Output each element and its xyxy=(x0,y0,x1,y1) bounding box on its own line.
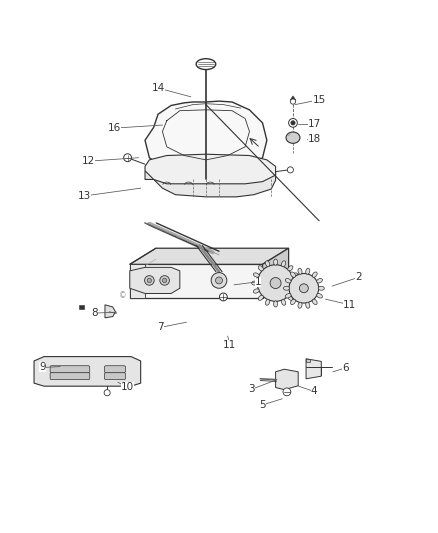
Ellipse shape xyxy=(282,300,286,305)
Circle shape xyxy=(162,278,167,282)
Circle shape xyxy=(291,120,295,125)
Text: 5: 5 xyxy=(259,400,266,410)
Text: 12: 12 xyxy=(82,156,95,166)
Ellipse shape xyxy=(285,294,291,298)
Polygon shape xyxy=(262,248,289,298)
Ellipse shape xyxy=(288,266,293,271)
Polygon shape xyxy=(145,162,276,197)
Ellipse shape xyxy=(312,299,317,304)
Ellipse shape xyxy=(265,261,270,266)
Ellipse shape xyxy=(274,301,278,307)
Ellipse shape xyxy=(317,294,322,298)
Text: 4: 4 xyxy=(311,386,317,397)
Circle shape xyxy=(289,273,319,303)
Polygon shape xyxy=(306,359,311,362)
Ellipse shape xyxy=(265,300,270,305)
Polygon shape xyxy=(290,96,296,100)
Ellipse shape xyxy=(292,289,298,293)
Text: 3: 3 xyxy=(248,384,255,394)
Circle shape xyxy=(289,118,297,127)
Circle shape xyxy=(211,272,227,288)
Ellipse shape xyxy=(286,132,300,143)
Ellipse shape xyxy=(290,299,296,304)
Circle shape xyxy=(215,277,223,284)
Ellipse shape xyxy=(306,268,310,274)
Ellipse shape xyxy=(318,286,324,290)
Circle shape xyxy=(300,284,308,293)
Circle shape xyxy=(257,265,294,301)
Circle shape xyxy=(270,278,281,288)
FancyBboxPatch shape xyxy=(105,373,125,379)
Ellipse shape xyxy=(298,268,302,274)
Ellipse shape xyxy=(274,259,278,265)
FancyBboxPatch shape xyxy=(50,366,90,373)
Polygon shape xyxy=(306,359,321,379)
Circle shape xyxy=(145,276,154,285)
Text: 9: 9 xyxy=(39,362,46,373)
Circle shape xyxy=(104,390,110,396)
Circle shape xyxy=(287,167,293,173)
Ellipse shape xyxy=(252,281,258,285)
Ellipse shape xyxy=(293,281,300,285)
Text: 11: 11 xyxy=(223,340,237,350)
Polygon shape xyxy=(130,268,180,294)
Polygon shape xyxy=(276,369,298,390)
Ellipse shape xyxy=(312,272,317,277)
Text: 16: 16 xyxy=(108,123,121,133)
Circle shape xyxy=(124,154,131,161)
Ellipse shape xyxy=(292,273,298,277)
Text: 8: 8 xyxy=(92,308,98,318)
Text: 10: 10 xyxy=(121,383,134,392)
Text: 18: 18 xyxy=(308,134,321,144)
Circle shape xyxy=(147,278,152,282)
Text: 15: 15 xyxy=(312,95,326,105)
Ellipse shape xyxy=(196,59,216,70)
Ellipse shape xyxy=(253,289,259,293)
Polygon shape xyxy=(130,264,145,298)
Ellipse shape xyxy=(253,273,259,277)
Polygon shape xyxy=(105,305,116,318)
Ellipse shape xyxy=(285,279,291,283)
Circle shape xyxy=(219,293,227,301)
Text: 7: 7 xyxy=(157,322,163,333)
Text: 1: 1 xyxy=(255,277,261,287)
Ellipse shape xyxy=(298,302,302,308)
Circle shape xyxy=(160,276,170,285)
Ellipse shape xyxy=(290,272,296,277)
Text: 2: 2 xyxy=(355,272,362,282)
Ellipse shape xyxy=(258,266,263,271)
Circle shape xyxy=(283,388,291,396)
Polygon shape xyxy=(130,264,262,298)
Ellipse shape xyxy=(283,286,290,290)
Ellipse shape xyxy=(317,279,322,283)
Text: 17: 17 xyxy=(308,119,321,129)
Text: 6: 6 xyxy=(342,363,349,373)
Ellipse shape xyxy=(306,302,310,308)
Text: 11: 11 xyxy=(343,300,356,310)
Polygon shape xyxy=(130,248,289,264)
Ellipse shape xyxy=(258,295,263,301)
Polygon shape xyxy=(34,357,141,386)
FancyBboxPatch shape xyxy=(105,366,125,373)
Text: ©: © xyxy=(119,292,126,301)
Polygon shape xyxy=(79,305,84,309)
Text: 13: 13 xyxy=(78,191,91,201)
FancyBboxPatch shape xyxy=(50,373,90,379)
Polygon shape xyxy=(145,101,267,180)
Polygon shape xyxy=(145,154,276,184)
Ellipse shape xyxy=(288,295,293,301)
Ellipse shape xyxy=(282,261,286,266)
Text: 14: 14 xyxy=(152,83,165,93)
Circle shape xyxy=(290,99,296,104)
